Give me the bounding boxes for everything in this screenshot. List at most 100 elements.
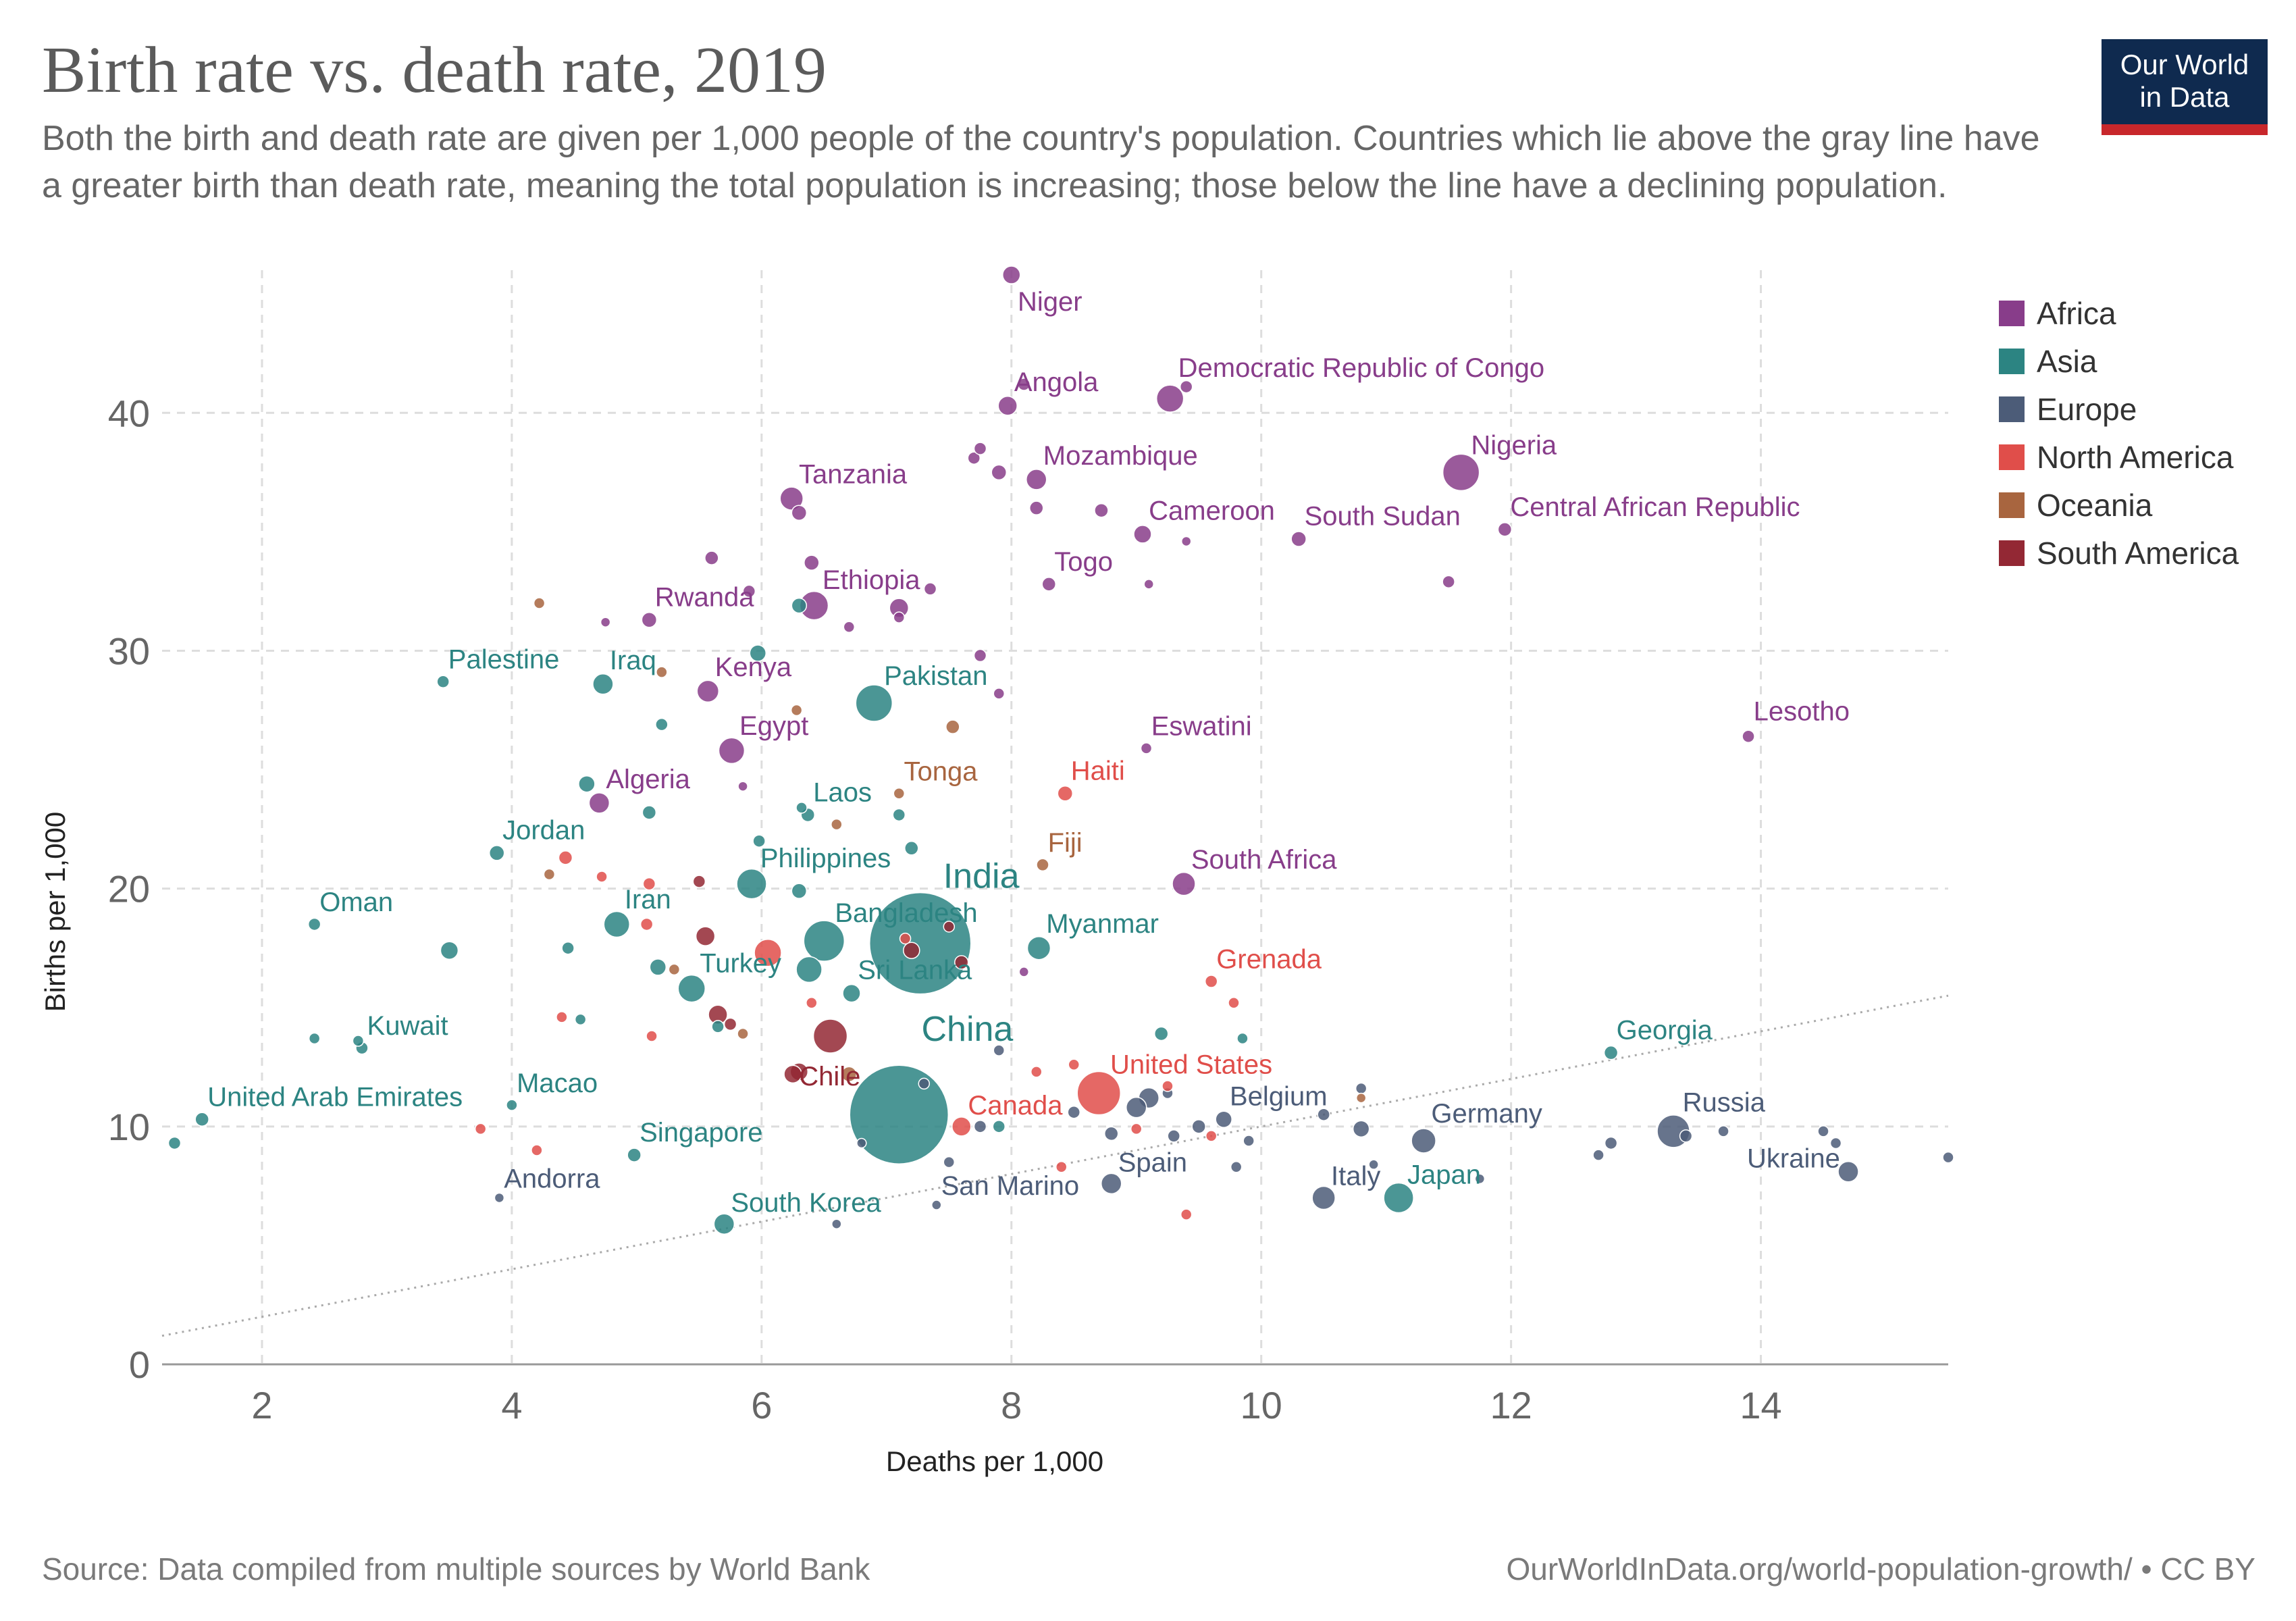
country-point[interactable]: [474, 1123, 487, 1135]
country-point[interactable]: [831, 1218, 842, 1229]
country-point[interactable]: [904, 841, 919, 856]
country-point[interactable]: [352, 1035, 365, 1047]
country-point[interactable]: [1055, 1160, 1068, 1173]
country-point[interactable]: [1068, 1058, 1080, 1071]
point-togo[interactable]: [1041, 577, 1057, 592]
country-point[interactable]: [806, 996, 818, 1009]
point-fiji[interactable]: [1036, 858, 1049, 872]
country-point[interactable]: [558, 850, 573, 865]
point-oman[interactable]: [307, 917, 321, 931]
country-point[interactable]: [1143, 579, 1154, 590]
legend-item-north-america[interactable]: North America: [1999, 433, 2239, 481]
country-point[interactable]: [1167, 1129, 1180, 1143]
country-point[interactable]: [556, 1011, 568, 1023]
country-point[interactable]: [791, 505, 808, 521]
legend-item-south-america[interactable]: South America: [1999, 529, 2239, 577]
country-point[interactable]: [1592, 1149, 1604, 1161]
country-point[interactable]: [1180, 1208, 1193, 1220]
country-point[interactable]: [1030, 1066, 1043, 1078]
country-point[interactable]: [1094, 503, 1109, 518]
point-eswatini[interactable]: [1140, 742, 1153, 754]
country-point[interactable]: [945, 719, 960, 734]
country-point[interactable]: [1205, 1130, 1218, 1142]
point-belgium[interactable]: [1215, 1110, 1232, 1129]
country-point[interactable]: [1829, 1137, 1842, 1150]
point-tonga[interactable]: [893, 788, 906, 800]
country-point[interactable]: [531, 1144, 543, 1156]
country-point[interactable]: [167, 1136, 182, 1150]
country-point[interactable]: [695, 926, 716, 946]
country-point[interactable]: [600, 617, 611, 627]
country-point[interactable]: [668, 963, 681, 976]
country-point[interactable]: [791, 597, 808, 614]
point-egypt[interactable]: [718, 737, 746, 765]
country-point[interactable]: [1355, 1092, 1367, 1104]
point-united-arab-emirates[interactable]: [194, 1112, 209, 1127]
country-point[interactable]: [804, 555, 820, 571]
country-point[interactable]: [903, 942, 920, 959]
country-point[interactable]: [640, 917, 654, 931]
country-point[interactable]: [308, 1032, 321, 1045]
country-point[interactable]: [754, 938, 782, 967]
country-point[interactable]: [1017, 378, 1031, 391]
country-point[interactable]: [1352, 1120, 1370, 1138]
point-chile[interactable]: [783, 1064, 802, 1084]
point-algeria[interactable]: [588, 792, 610, 814]
point-palestine[interactable]: [436, 675, 450, 689]
legend-item-europe[interactable]: Europe: [1999, 385, 2239, 433]
country-point[interactable]: [973, 442, 987, 455]
country-point[interactable]: [742, 584, 756, 598]
country-point[interactable]: [649, 958, 667, 976]
country-point[interactable]: [533, 597, 546, 609]
point-grenada[interactable]: [1204, 975, 1218, 988]
point-united-states[interactable]: [1076, 1071, 1121, 1116]
point-iraq[interactable]: [592, 673, 614, 695]
country-point[interactable]: [954, 955, 969, 970]
country-point[interactable]: [843, 621, 856, 634]
point-macao[interactable]: [506, 1099, 518, 1111]
country-point[interactable]: [1368, 1159, 1379, 1170]
point-jordan[interactable]: [488, 845, 505, 861]
country-point[interactable]: [790, 704, 803, 717]
country-point[interactable]: [795, 802, 808, 814]
country-point[interactable]: [1125, 1096, 1147, 1118]
point-spain[interactable]: [1100, 1173, 1122, 1195]
point-san-marino[interactable]: [931, 1200, 942, 1210]
country-point[interactable]: [1679, 1129, 1693, 1143]
country-point[interactable]: [711, 1020, 725, 1033]
country-point[interactable]: [1317, 1108, 1330, 1121]
country-point[interactable]: [1179, 380, 1193, 394]
legend-item-asia[interactable]: Asia: [1999, 337, 2239, 385]
country-point[interactable]: [973, 648, 987, 663]
point-canada[interactable]: [951, 1116, 972, 1137]
country-point[interactable]: [923, 582, 937, 596]
country-point[interactable]: [795, 956, 823, 983]
point-mozambique[interactable]: [1026, 469, 1047, 490]
country-point[interactable]: [642, 805, 657, 820]
country-point[interactable]: [831, 818, 843, 831]
country-point[interactable]: [1103, 1126, 1119, 1141]
point-haiti[interactable]: [1057, 786, 1074, 802]
point-south-sudan[interactable]: [1290, 531, 1307, 547]
point-singapore[interactable]: [627, 1148, 642, 1162]
country-point[interactable]: [1355, 1082, 1367, 1095]
country-point[interactable]: [1180, 536, 1192, 547]
country-point[interactable]: [1029, 500, 1044, 515]
country-point[interactable]: [943, 921, 956, 933]
point-sri-lanka[interactable]: [842, 983, 861, 1003]
country-point[interactable]: [1604, 1136, 1618, 1150]
country-point[interactable]: [899, 932, 912, 945]
country-point[interactable]: [1942, 1151, 1954, 1164]
country-point[interactable]: [1191, 1119, 1206, 1134]
country-point[interactable]: [1717, 1125, 1729, 1137]
country-point[interactable]: [1228, 996, 1240, 1009]
country-point[interactable]: [993, 1044, 1006, 1056]
country-point[interactable]: [841, 1066, 858, 1083]
country-point[interactable]: [1130, 1123, 1143, 1135]
legend-item-oceania[interactable]: Oceania: [1999, 481, 2239, 529]
country-point[interactable]: [856, 1137, 867, 1149]
country-point[interactable]: [642, 877, 656, 891]
point-lesotho[interactable]: [1742, 729, 1755, 744]
country-point[interactable]: [543, 868, 556, 881]
country-point[interactable]: [973, 1120, 987, 1133]
